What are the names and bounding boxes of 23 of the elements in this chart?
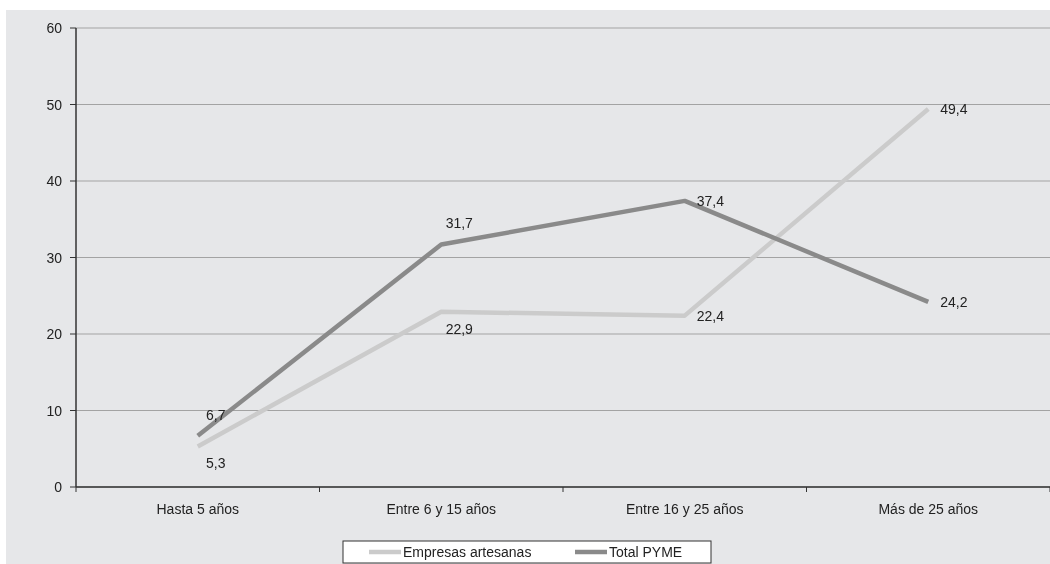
y-tick-label: 40: [46, 173, 63, 189]
data-label: 31,7: [445, 215, 474, 232]
data-label: 37,4: [696, 192, 725, 209]
y-tick-label: 30: [46, 249, 63, 266]
x-tick-label: Hasta 5 años: [156, 501, 239, 517]
legend-label: Empresas artesanas: [403, 544, 532, 560]
y-tick-label: 0: [54, 479, 63, 495]
data-label: 24,2: [940, 293, 968, 310]
x-tick-label: Entre 6 y 15 años: [386, 501, 497, 517]
y-tick-label: 10: [46, 402, 63, 419]
data-label: 49,4: [940, 101, 968, 118]
data-label: 5,3: [206, 455, 226, 472]
y-tick-label: 50: [46, 96, 63, 113]
data-label: 22,9: [445, 320, 474, 337]
line-series: [195, 198, 931, 438]
legend-label: Total PYME: [609, 544, 683, 560]
data-label: 6,7: [206, 406, 226, 423]
x-tick-label: Más de 25 años: [878, 501, 979, 517]
data-label: 22,4: [696, 307, 725, 324]
y-tick-label: 20: [46, 326, 63, 342]
x-tick-label: Entre 16 y 25 años: [625, 501, 744, 517]
line-series: [195, 106, 931, 449]
y-tick-label: 60: [46, 20, 63, 36]
